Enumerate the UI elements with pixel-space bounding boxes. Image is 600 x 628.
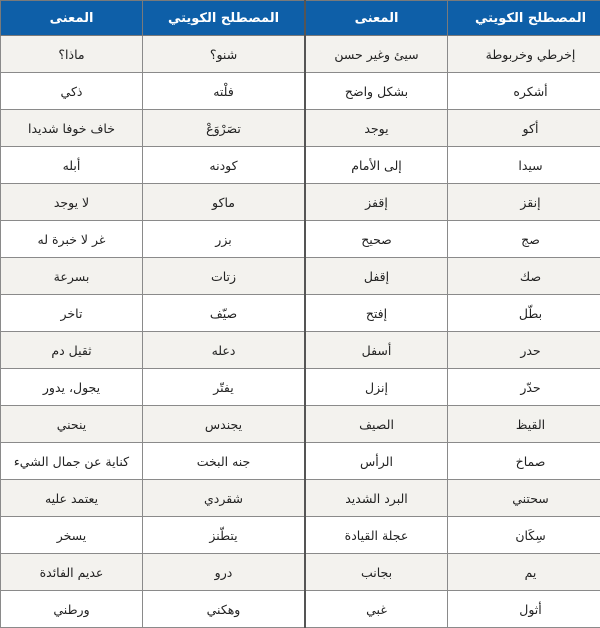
meaning-cell: الرأس bbox=[305, 443, 448, 480]
term-cell: يفتّر bbox=[143, 369, 306, 406]
meaning-cell: إقفل bbox=[305, 258, 448, 295]
term-cell: سيدا bbox=[448, 147, 600, 184]
meaning-cell: أسفل bbox=[305, 332, 448, 369]
term-cell: دعله bbox=[143, 332, 306, 369]
header-meaning-1: المعنى bbox=[305, 1, 448, 36]
term-cell: زتات bbox=[143, 258, 306, 295]
term-cell: أكو bbox=[448, 110, 600, 147]
header-meaning-2: المعنى bbox=[1, 1, 143, 36]
term-cell: حدر bbox=[448, 332, 600, 369]
meaning-cell: الصيف bbox=[305, 406, 448, 443]
term-cell: فلْته bbox=[143, 73, 306, 110]
header-term-1: المصطلح الكويتي bbox=[448, 1, 600, 36]
meaning-cell: لا يوجد bbox=[1, 184, 143, 221]
meaning-cell: ورطني bbox=[1, 591, 143, 628]
term-cell: حدّر bbox=[448, 369, 600, 406]
term-cell: بزر bbox=[143, 221, 306, 258]
meaning-cell: إنزل bbox=[305, 369, 448, 406]
term-cell: يتطّنز bbox=[143, 517, 306, 554]
term-cell: جنه البخت bbox=[143, 443, 306, 480]
term-cell: شنو؟ bbox=[143, 36, 306, 73]
term-cell: إنقز bbox=[448, 184, 600, 221]
term-cell: بطّل bbox=[448, 295, 600, 332]
term-cell: يم bbox=[448, 554, 600, 591]
term-cell: شقردي bbox=[143, 480, 306, 517]
meaning-cell: عديم الفائدة bbox=[1, 554, 143, 591]
meaning-cell: ذكي bbox=[1, 73, 143, 110]
meaning-cell: أبله bbox=[1, 147, 143, 184]
term-cell: درو bbox=[143, 554, 306, 591]
term-cell: وهكني bbox=[143, 591, 306, 628]
term-cell: صيّف bbox=[143, 295, 306, 332]
meaning-cell: عجلة القيادة bbox=[305, 517, 448, 554]
meaning-cell: إفتح bbox=[305, 295, 448, 332]
term-cell: تصَرْوَعْ bbox=[143, 110, 306, 147]
term-cell: صك bbox=[448, 258, 600, 295]
meaning-cell: بسرعة bbox=[1, 258, 143, 295]
meaning-cell: يعتمد عليه bbox=[1, 480, 143, 517]
meaning-cell: غر لا خبرة له bbox=[1, 221, 143, 258]
term-cell: صج bbox=[448, 221, 600, 258]
meaning-cell: يوجد bbox=[305, 110, 448, 147]
meaning-cell: ثقيل دم bbox=[1, 332, 143, 369]
term-cell: سِكَان bbox=[448, 517, 600, 554]
meaning-cell: تاخر bbox=[1, 295, 143, 332]
term-cell: ماكو bbox=[143, 184, 306, 221]
term-cell: القيظ bbox=[448, 406, 600, 443]
header-term-2: المصطلح الكويتي bbox=[143, 1, 306, 36]
meaning-cell: البرد الشديد bbox=[305, 480, 448, 517]
meaning-cell: إقفز bbox=[305, 184, 448, 221]
term-cell: كودنه bbox=[143, 147, 306, 184]
meaning-cell: بجانب bbox=[305, 554, 448, 591]
meaning-cell: صحيح bbox=[305, 221, 448, 258]
meaning-cell: ماذا؟ bbox=[1, 36, 143, 73]
term-cell: يجندس bbox=[143, 406, 306, 443]
term-cell: سحتني bbox=[448, 480, 600, 517]
term-cell: إخرطي وخربوطة bbox=[448, 36, 600, 73]
meaning-cell: كناية عن جمال الشيء bbox=[1, 443, 143, 480]
meaning-cell: خاف خوفا شديدا bbox=[1, 110, 143, 147]
header-row: المصطلح الكويتي المعنى المصطلح الكويتي ا… bbox=[1, 1, 600, 36]
meaning-cell: سيئ وغير حسن bbox=[305, 36, 448, 73]
meaning-cell: يسخر bbox=[1, 517, 143, 554]
meaning-cell: إلى الأمام bbox=[305, 147, 448, 184]
term-cell: أثول bbox=[448, 591, 600, 628]
term-cell: صماخ bbox=[448, 443, 600, 480]
meaning-cell: بشكل واضح bbox=[305, 73, 448, 110]
meaning-cell: يجول، يدور bbox=[1, 369, 143, 406]
meaning-cell: ينحني bbox=[1, 406, 143, 443]
term-cell: أشكره bbox=[448, 73, 600, 110]
meaning-cell: غبي bbox=[305, 591, 448, 628]
